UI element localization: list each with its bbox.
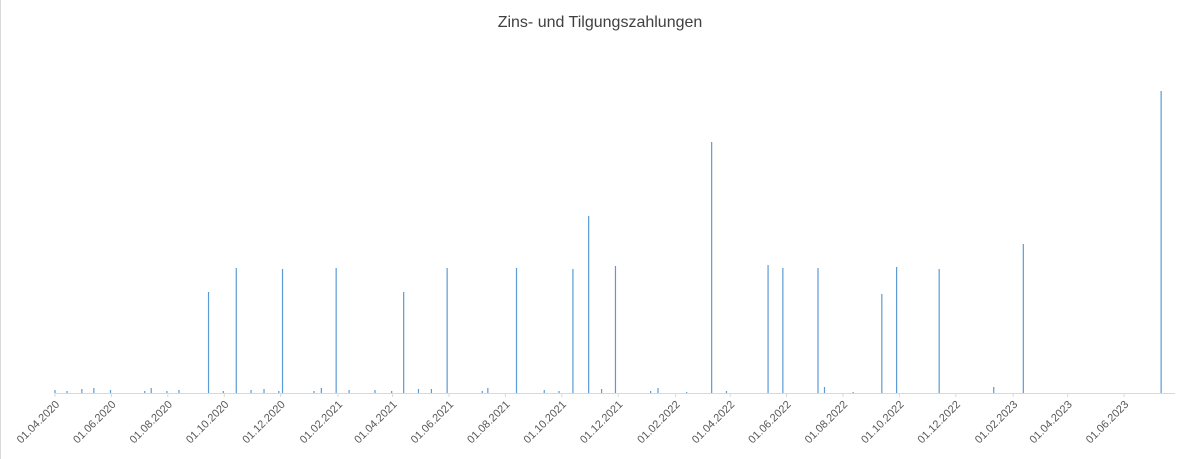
bar (281, 269, 284, 393)
bar (711, 142, 713, 393)
bar (572, 269, 574, 393)
bar (403, 292, 405, 393)
bar (222, 391, 224, 393)
bar (543, 390, 545, 393)
bar (896, 267, 898, 393)
bar (657, 388, 659, 393)
bar (852, 392, 854, 393)
bar (335, 268, 337, 393)
bar (178, 390, 180, 393)
bar (66, 391, 68, 393)
bar (446, 268, 448, 393)
bar (263, 389, 265, 393)
bar (938, 269, 940, 393)
chart-title: Zins- und Tilgungszahlungen (498, 14, 703, 31)
bar (144, 391, 146, 393)
bar (817, 268, 819, 393)
bar (278, 391, 280, 393)
bar (417, 389, 420, 393)
bar (650, 391, 652, 393)
bar (767, 265, 769, 393)
bar (54, 390, 56, 393)
bar (558, 391, 560, 393)
bar (782, 268, 784, 393)
bar (725, 391, 728, 393)
bar (81, 389, 83, 393)
bar (1022, 244, 1024, 393)
bar (481, 391, 483, 393)
bar (207, 292, 210, 393)
bar (614, 266, 617, 393)
bar (993, 387, 995, 393)
bar (430, 389, 433, 393)
bar (823, 387, 826, 393)
bar (686, 392, 688, 393)
bar (348, 390, 350, 393)
bar (487, 388, 489, 393)
bar (588, 216, 590, 393)
bar (235, 268, 237, 393)
bar (313, 391, 315, 393)
bar (881, 294, 883, 393)
bar (109, 390, 112, 393)
bar (515, 268, 518, 393)
bar (374, 390, 376, 393)
bar (150, 388, 152, 393)
bar (1160, 91, 1162, 393)
bar (391, 391, 393, 393)
bar (93, 388, 95, 393)
bar (320, 388, 322, 393)
bar (166, 391, 168, 393)
bar (600, 389, 603, 393)
bar (250, 390, 252, 393)
